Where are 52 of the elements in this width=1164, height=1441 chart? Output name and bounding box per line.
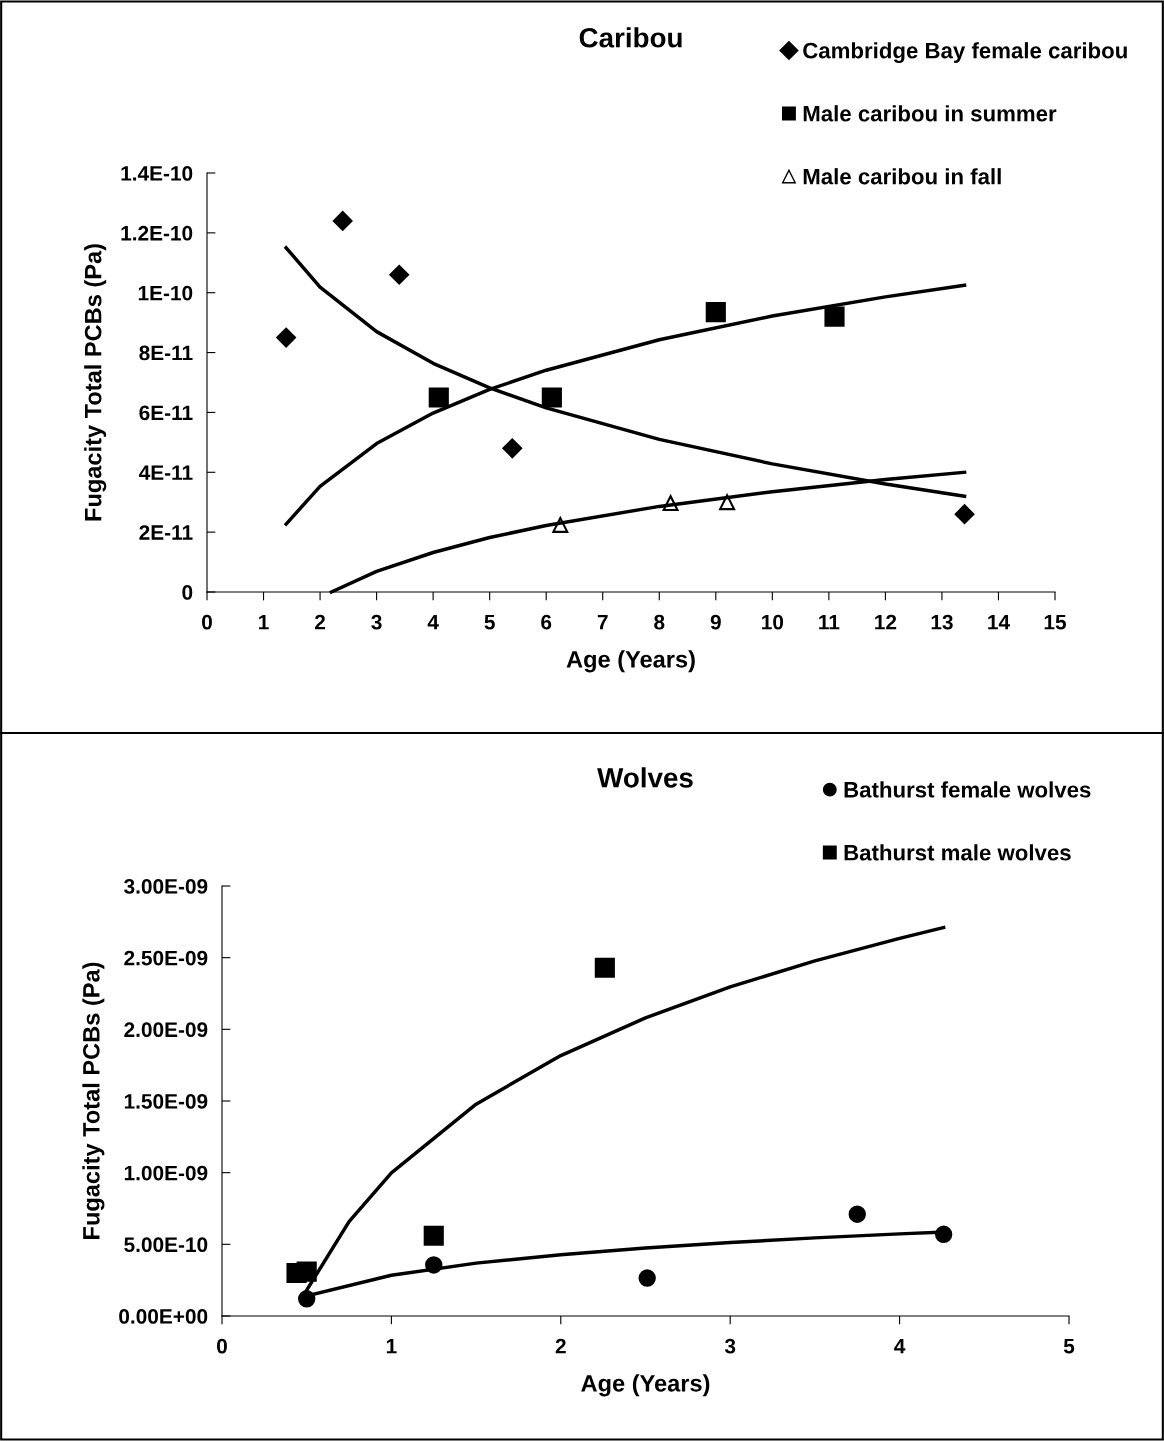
y-tick-label: 8E-11	[139, 345, 193, 361]
x-tick-label: 5	[1063, 1338, 1075, 1354]
x-tick-label: 5	[484, 614, 495, 630]
point	[594, 957, 615, 978]
x-tick-label: 2	[555, 1338, 566, 1354]
x-tick-label: 1	[259, 614, 269, 630]
x-tick-label: 3	[371, 614, 382, 630]
x-tick-label: 10	[762, 614, 784, 630]
y-tick-label: 6E-11	[139, 405, 193, 421]
point	[296, 1261, 317, 1282]
x-tick-label: 0	[217, 1338, 227, 1354]
legend-label: Bathurst female wolves	[844, 781, 1091, 798]
chart-title: Caribou	[579, 27, 682, 48]
y-tick-label: 0.00E+00	[119, 1309, 208, 1324]
x-tick-label: 15	[1044, 614, 1067, 630]
y-tick-label: 2.00E-09	[124, 1022, 208, 1038]
x-tick-label: 14	[988, 614, 1010, 630]
x-axis-title: Age (Years)	[581, 1374, 710, 1397]
legend-label: Cambridge Bay female caribou	[803, 42, 1127, 63]
y-tick-label: 0	[182, 585, 193, 600]
x-axis-title: Age (Years)	[566, 650, 695, 673]
y-axis-title: Fugacity Total PCBs (Pa)	[82, 962, 105, 1239]
y-tick-label: 1.00E-09	[124, 1165, 208, 1181]
x-tick-label: 8	[654, 614, 665, 630]
y-tick-label: 5.00E-10	[124, 1237, 208, 1253]
x-tick-label: 11	[819, 614, 840, 630]
legend-label: Male caribou in fall	[803, 168, 1001, 185]
x-tick-label: 7	[597, 614, 608, 630]
x-tick-label: 12	[875, 614, 897, 630]
x-tick-label: 3	[724, 1338, 736, 1354]
x-tick-label: 1	[386, 1338, 397, 1354]
y-tick-label: 1E-10	[138, 285, 193, 301]
x-tick-label: 4	[427, 614, 439, 630]
x-tick-label: 2	[315, 614, 326, 630]
chart-title: Wolves	[597, 767, 693, 788]
y-tick-label: 1.2E-10	[121, 225, 193, 241]
y-tick-label: 3.00E-09	[124, 879, 208, 894]
x-tick-label: 9	[710, 614, 721, 630]
y-tick-label: 4E-11	[138, 465, 193, 480]
x-tick-label: 13	[931, 614, 953, 630]
point	[848, 1205, 866, 1223]
y-axis-title: Fugacity Total PCBs (Pa)	[84, 244, 107, 521]
point	[638, 1269, 656, 1287]
y-tick-label: 2.50E-09	[124, 950, 208, 966]
point	[423, 1225, 444, 1246]
legend-label: Bathurst male wolves	[844, 844, 1071, 861]
y-tick-label: 1.4E-10	[121, 166, 193, 181]
x-tick-label: 6	[541, 614, 552, 630]
x-tick-label: 4	[894, 1338, 906, 1354]
y-tick-label: 2E-11	[139, 525, 193, 540]
y-tick-label: 1.50E-09	[124, 1094, 208, 1109]
legend-label: Male caribou in summer	[803, 105, 1057, 122]
